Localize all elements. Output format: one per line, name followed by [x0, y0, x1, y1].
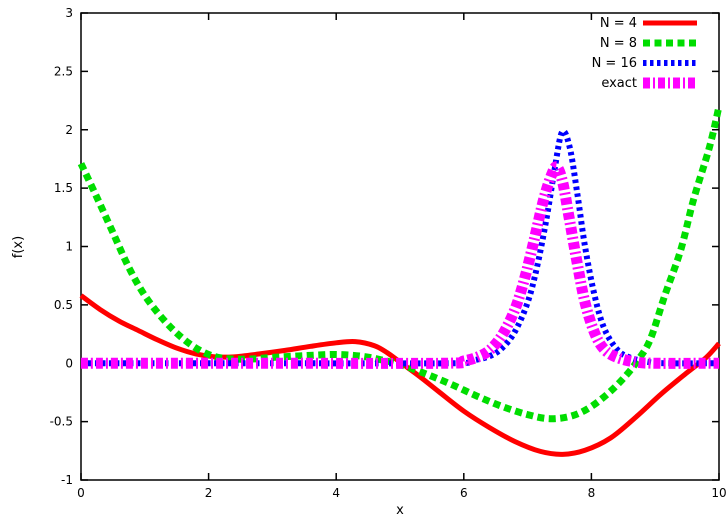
y-tick-label: 2: [65, 123, 73, 137]
series-line-0-solid: [79, 293, 721, 457]
y-tick-label: 0.5: [54, 298, 73, 312]
series-line-3-dash-dot: [81, 161, 720, 369]
y-tick-label: 1: [65, 240, 73, 254]
series-line-2-dotted: [81, 128, 720, 367]
x-tick-label: 10: [711, 486, 726, 500]
series-lines: [77, 105, 723, 457]
legend: N = 4 N = 8 N = 16 exact: [592, 16, 697, 91]
legend-label: N = 16: [592, 56, 637, 71]
series-line-1-dashed: [77, 105, 723, 423]
y-tick-label: -1: [61, 473, 73, 487]
y-tick-label: 0: [65, 356, 73, 370]
legend-label: N = 4: [600, 16, 637, 31]
x-tick-label: 8: [588, 486, 596, 500]
legend-label: N = 8: [600, 36, 637, 51]
y-axis-label: f(x): [11, 236, 26, 258]
y-tick-label: 1.5: [54, 181, 73, 195]
x-axis-label: x: [396, 503, 404, 518]
x-tick-label: 2: [205, 486, 213, 500]
x-tick-label: 0: [77, 486, 85, 500]
x-tick-label: 4: [332, 486, 340, 500]
y-tick-label: 2.5: [54, 64, 73, 78]
y-tick-label: 3: [65, 6, 73, 20]
x-tick-label: 6: [460, 486, 468, 500]
y-tick-label: -0.5: [50, 415, 73, 429]
legend-label: exact: [601, 76, 637, 91]
